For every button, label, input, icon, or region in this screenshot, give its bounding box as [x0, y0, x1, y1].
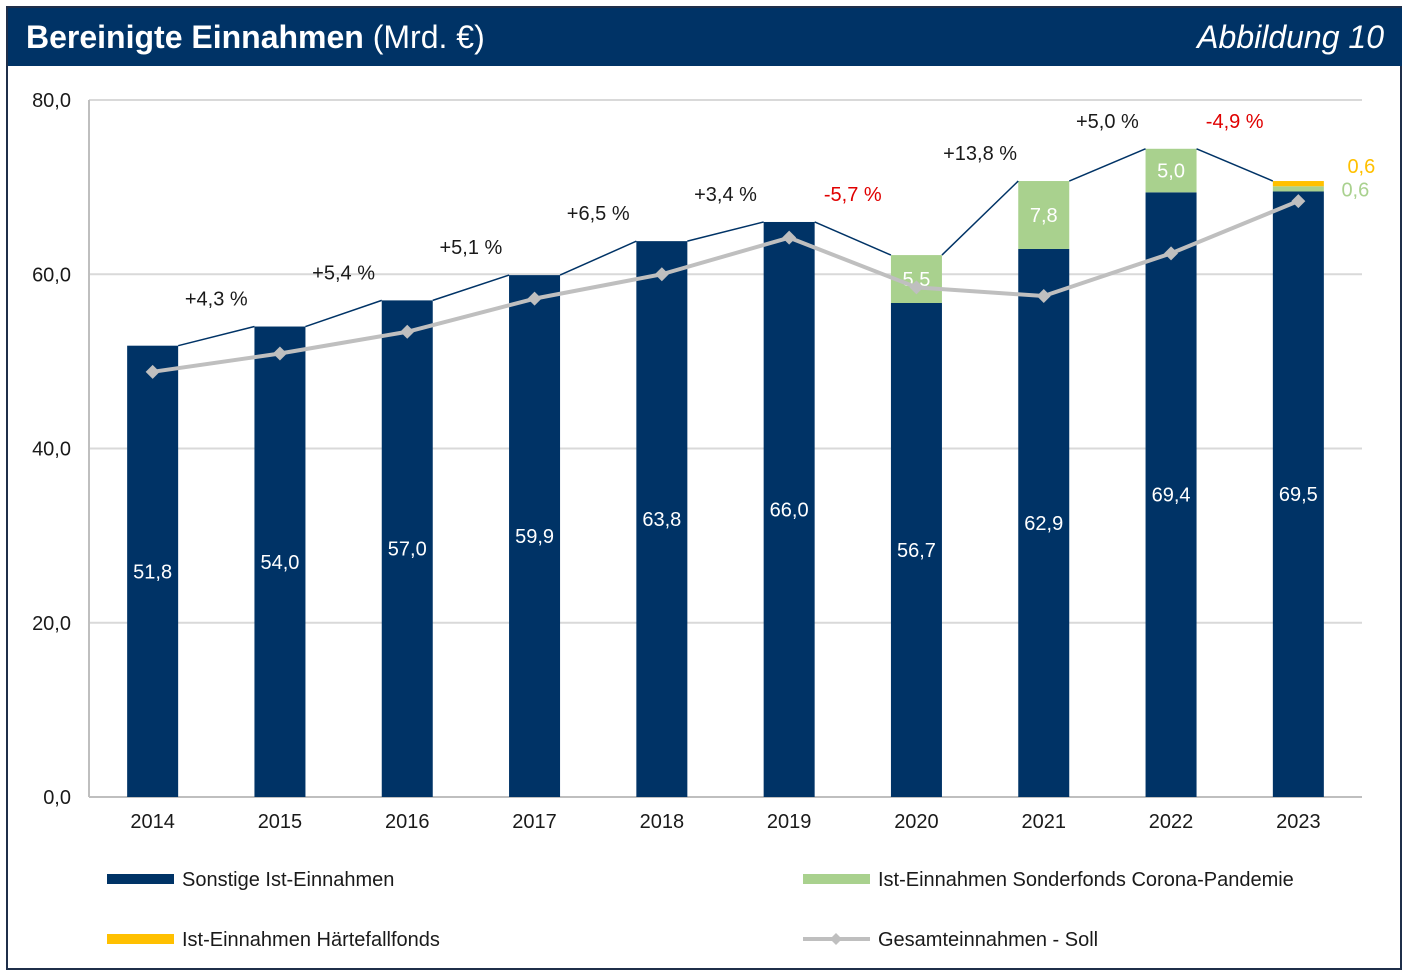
data-label-corona: 7,8: [1030, 205, 1058, 227]
bar-sonstige: [1145, 192, 1197, 798]
chart-title-text: Bereinigte Einnahmen: [26, 19, 364, 55]
bar-corona: [1145, 148, 1197, 193]
bar-sonstige: [509, 275, 561, 798]
y-tick-label: 0,0: [43, 787, 71, 809]
bar-sonstige: [890, 303, 942, 797]
growth-label: +6,5 %: [567, 203, 630, 225]
soll-marker: [400, 324, 415, 339]
data-label-sonstige: 66,0: [770, 499, 809, 521]
y-tick-label: 60,0: [32, 264, 71, 286]
data-label-sonstige: 59,9: [515, 526, 554, 548]
data-label-sonstige: 56,7: [897, 540, 936, 562]
figure-header: Bereinigte Einnahmen (Mrd. €) Abbildung …: [8, 8, 1402, 66]
legend-swatch-corona: [803, 874, 870, 884]
data-label-sonstige: 62,9: [1024, 513, 1063, 535]
data-label-corona: 0,6: [1341, 179, 1369, 201]
soll-marker: [654, 267, 669, 282]
x-tick-label: 2018: [640, 811, 685, 833]
x-tick-label: 2023: [1276, 811, 1321, 833]
legend-label-haerte: Ist-Einnahmen Härtefallfonds: [182, 929, 440, 951]
x-tick-label: 2020: [894, 811, 939, 833]
bar-sonstige: [1018, 248, 1070, 797]
data-label-corona: 5,0: [1157, 161, 1185, 183]
data-label-sonstige: 69,4: [1152, 485, 1191, 507]
data-label-haerte: 0,6: [1347, 156, 1375, 178]
bar-sonstige: [1272, 191, 1324, 797]
chart-title-unit: (Mrd. €): [372, 19, 485, 55]
x-tick-label: 2022: [1149, 811, 1194, 833]
soll-marker: [145, 364, 160, 379]
y-tick-label: 80,0: [32, 90, 71, 112]
figure-number: Abbildung 10: [1197, 19, 1384, 55]
x-tick-label: 2021: [1022, 811, 1067, 833]
growth-label: +5,1 %: [439, 237, 502, 259]
growth-label: +13,8 %: [943, 143, 1017, 165]
data-label-sonstige: 63,8: [642, 509, 681, 531]
growth-label: +5,0 %: [1076, 111, 1139, 133]
x-tick-label: 2017: [512, 811, 557, 833]
legend-label-soll: Gesamteinnahmen - Soll: [878, 929, 1098, 951]
x-tick-label: 2019: [767, 811, 812, 833]
y-tick-label: 40,0: [32, 439, 71, 461]
x-tick-label: 2016: [385, 811, 430, 833]
bar-sonstige: [763, 221, 815, 798]
total-connector-line: [177, 325, 255, 347]
x-tick-label: 2014: [130, 811, 175, 833]
soll-marker: [782, 230, 797, 245]
legend-label-corona: Ist-Einnahmen Sonderfonds Corona-Pandemi…: [878, 869, 1294, 891]
total-connector-line: [1068, 148, 1146, 182]
total-connector-line: [814, 221, 892, 256]
data-label-sonstige: 57,0: [388, 539, 427, 561]
legend-marker-soll: [830, 933, 842, 945]
data-label-sonstige: 54,0: [260, 552, 299, 574]
y-tick-label: 20,0: [32, 613, 71, 635]
soll-marker: [272, 346, 287, 361]
legend-swatch-sonstige: [107, 874, 174, 884]
growth-label: +5,4 %: [312, 262, 375, 284]
bar-sonstige: [381, 300, 433, 797]
total-connector-line: [687, 221, 764, 242]
data-label-sonstige: 51,8: [133, 561, 172, 583]
chart-title: Bereinigte Einnahmen (Mrd. €): [26, 19, 485, 56]
growth-label: -4,9 %: [1206, 111, 1264, 133]
soll-marker: [1036, 289, 1051, 304]
total-connector-line: [432, 274, 510, 302]
growth-label: -5,7 %: [824, 184, 882, 206]
total-connector-line: [1196, 148, 1274, 182]
bar-haerte: [1272, 181, 1324, 187]
total-connector-line: [941, 180, 1019, 256]
legend-label-sonstige: Sonstige Ist-Einnahmen: [182, 869, 394, 891]
legend-swatch-haerte: [107, 934, 174, 944]
bar-corona: [1272, 186, 1324, 192]
soll-marker: [527, 291, 542, 306]
soll-marker: [909, 280, 924, 295]
total-connector-line: [305, 299, 382, 328]
soll-marker: [1291, 194, 1306, 209]
x-tick-label: 2015: [258, 811, 303, 833]
bar-corona: [1018, 181, 1070, 249]
soll-line: [152, 199, 1300, 374]
bar-sonstige: [636, 241, 688, 797]
growth-label: +3,4 %: [694, 184, 757, 206]
total-connector-line: [559, 240, 637, 276]
growth-label: +4,3 %: [185, 289, 248, 311]
bar-sonstige: [254, 326, 306, 797]
soll-marker: [1164, 246, 1179, 261]
bar-sonstige: [127, 345, 179, 797]
data-label-sonstige: 69,5: [1279, 484, 1318, 506]
